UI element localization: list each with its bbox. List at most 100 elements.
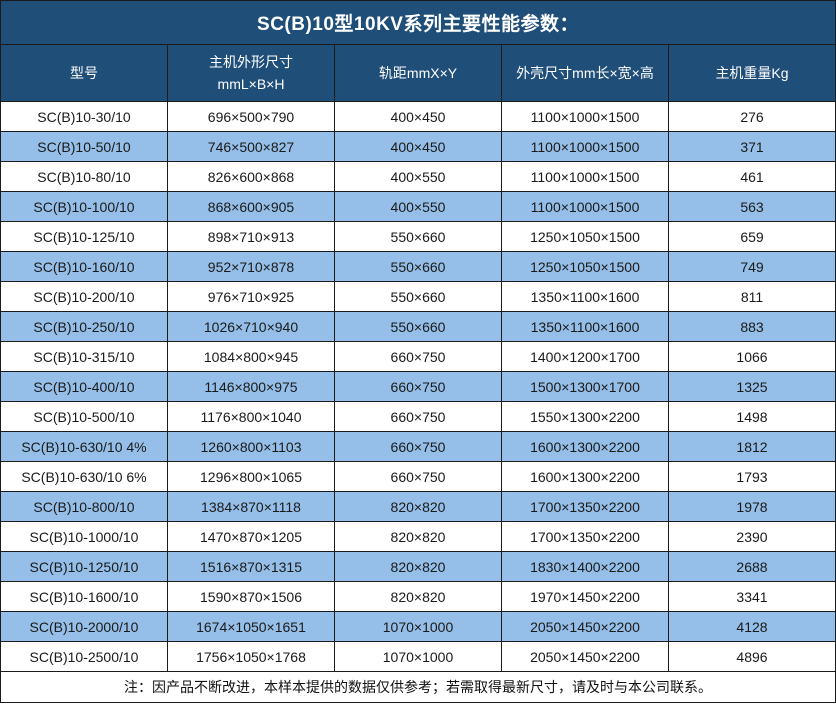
table-row: SC(B)10-125/10 898×710×913 550×660 1250×105… [0,221,836,252]
table-row: SC(B)10-200/10 976×710×925 550×660 1350×110… [0,281,836,312]
page-title: SC(B)10型10KV系列主要性能参数： [0,0,836,45]
table-row: SC(B)10-630/10 6% 1296×800×1065 660×750 160… [0,461,836,492]
column-header-unit-size-line2: mmL×B×H [217,76,285,92]
cell-weight: 276 [668,101,836,132]
cell-model: SC(B)10-1000/10 [0,521,168,552]
cell-weight: 1066 [668,341,836,372]
table-row: SC(B)10-2500/10 1756×1050×1768 1070×1000 20… [0,641,836,672]
column-header-unit-size: 主机外形尺寸 mmL×B×H [167,44,335,102]
cell-model: SC(B)10-250/10 [0,311,168,342]
footnote-row: 注：因产品不断改进，本样本提供的数据仅供参考；若需取得最新尺寸，请及时与本公司联… [0,671,836,703]
cell-shell-size: 1970×1450×2200 [501,581,669,612]
cell-model: SC(B)10-315/10 [0,341,168,372]
cell-track: 550×660 [334,311,502,342]
cell-shell-size: 1600×1300×2200 [501,431,669,462]
cell-unit-size: 1384×870×1118 [167,491,335,522]
cell-model: SC(B)10-125/10 [0,221,168,252]
cell-model: SC(B)10-1600/10 [0,581,168,612]
cell-model: SC(B)10-50/10 [0,131,168,162]
cell-model: SC(B)10-2500/10 [0,641,168,672]
cell-unit-size: 1516×870×1315 [167,551,335,582]
cell-weight: 811 [668,281,836,312]
cell-unit-size: 1674×1050×1651 [167,611,335,642]
cell-track: 550×660 [334,221,502,252]
cell-shell-size: 1100×1000×1500 [501,131,669,162]
cell-shell-size: 1700×1350×2200 [501,491,669,522]
table-row: SC(B)10-1250/10 1516×870×1315 820×820 1830×… [0,551,836,582]
cell-unit-size: 1084×800×945 [167,341,335,372]
cell-shell-size: 1830×1400×2200 [501,551,669,582]
cell-model: SC(B)10-400/10 [0,371,168,402]
table-row: SC(B)10-630/10 4% 1260×800×1103 660×750 160… [0,431,836,462]
cell-track: 400×450 [334,131,502,162]
cell-unit-size: 898×710×913 [167,221,335,252]
table-row: SC(B)10-80/10 826×600×868 400×550 1100×1000… [0,161,836,192]
cell-shell-size: 1250×1050×1500 [501,221,669,252]
cell-shell-size: 2050×1450×2200 [501,641,669,672]
cell-track: 820×820 [334,491,502,522]
cell-track: 1070×1000 [334,611,502,642]
cell-shell-size: 1550×1300×2200 [501,401,669,432]
cell-track: 660×750 [334,371,502,402]
cell-shell-size: 1350×1100×1600 [501,311,669,342]
cell-weight: 1498 [668,401,836,432]
cell-weight: 461 [668,161,836,192]
cell-weight: 2688 [668,551,836,582]
cell-model: SC(B)10-100/10 [0,191,168,222]
cell-model: SC(B)10-800/10 [0,491,168,522]
cell-weight: 1325 [668,371,836,402]
table-body: SC(B)10-30/10 696×500×790 400×450 1100×1000… [0,101,836,672]
table-row: SC(B)10-250/10 1026×710×940 550×660 1350×11… [0,311,836,342]
table-row: SC(B)10-315/10 1084×800×945 660×750 1400×12… [0,341,836,372]
column-header-shell-size: 外壳尺寸mm长×宽×高 [501,44,669,102]
cell-unit-size: 976×710×925 [167,281,335,312]
table-row: SC(B)10-500/10 1176×800×1040 660×750 1550×1… [0,401,836,432]
cell-unit-size: 1260×800×1103 [167,431,335,462]
column-header-row: 型号 主机外形尺寸 mmL×B×H 轨距mmX×Y 外壳尺寸mm长×宽×高 主机… [0,44,836,102]
cell-unit-size: 1756×1050×1768 [167,641,335,672]
title-row: SC(B)10型10KV系列主要性能参数： [0,0,836,45]
cell-weight: 1793 [668,461,836,492]
cell-track: 550×660 [334,251,502,282]
cell-track: 400×550 [334,161,502,192]
cell-model: SC(B)10-630/10 4% [0,431,168,462]
cell-unit-size: 826×600×868 [167,161,335,192]
cell-weight: 563 [668,191,836,222]
cell-model: SC(B)10-30/10 [0,101,168,132]
cell-unit-size: 1026×710×940 [167,311,335,342]
cell-model: SC(B)10-630/10 6% [0,461,168,492]
cell-shell-size: 1100×1000×1500 [501,101,669,132]
cell-model: SC(B)10-2000/10 [0,611,168,642]
cell-unit-size: 868×600×905 [167,191,335,222]
column-header-model: 型号 [0,44,168,102]
cell-shell-size: 1400×1200×1700 [501,341,669,372]
table-row: SC(B)10-30/10 696×500×790 400×450 1100×1000… [0,101,836,132]
cell-shell-size: 1100×1000×1500 [501,191,669,222]
cell-shell-size: 1700×1350×2200 [501,521,669,552]
cell-track: 660×750 [334,461,502,492]
cell-unit-size: 1146×800×975 [167,371,335,402]
cell-unit-size: 1590×870×1506 [167,581,335,612]
cell-track: 550×660 [334,281,502,312]
cell-track: 660×750 [334,341,502,372]
cell-weight: 3341 [668,581,836,612]
column-header-weight: 主机重量Kg [668,44,836,102]
cell-track: 400×550 [334,191,502,222]
cell-unit-size: 746×500×827 [167,131,335,162]
cell-weight: 2390 [668,521,836,552]
cell-weight: 659 [668,221,836,252]
cell-shell-size: 2050×1450×2200 [501,611,669,642]
cell-track: 820×820 [334,581,502,612]
cell-track: 660×750 [334,401,502,432]
table-row: SC(B)10-400/10 1146×800×975 660×750 1500×13… [0,371,836,402]
cell-track: 820×820 [334,551,502,582]
table-row: SC(B)10-50/10 746×500×827 400×450 1100×1000… [0,131,836,162]
cell-shell-size: 1500×1300×1700 [501,371,669,402]
cell-shell-size: 1600×1300×2200 [501,461,669,492]
cell-track: 400×450 [334,101,502,132]
cell-model: SC(B)10-1250/10 [0,551,168,582]
cell-unit-size: 696×500×790 [167,101,335,132]
cell-track: 820×820 [334,521,502,552]
cell-weight: 1978 [668,491,836,522]
